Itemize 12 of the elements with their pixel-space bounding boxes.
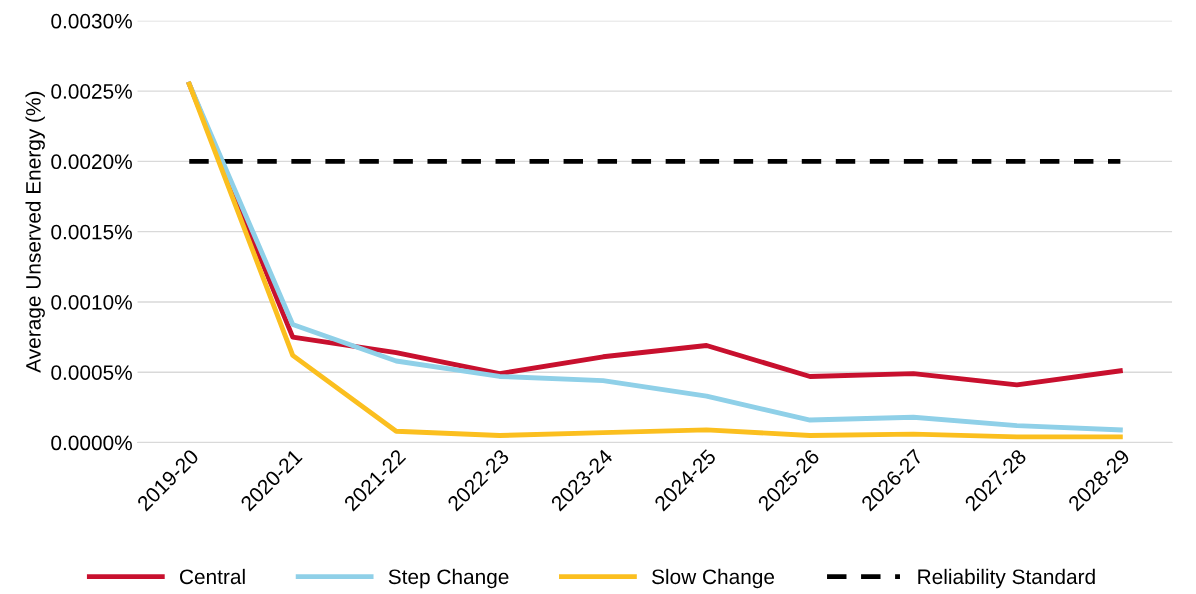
legend-label: Reliability Standard bbox=[918, 568, 1095, 589]
legend-label: Slow Change bbox=[651, 568, 775, 589]
y-tick-label: 0.0030% bbox=[51, 13, 132, 29]
y-tick-label: 0.0020% bbox=[51, 154, 132, 170]
y-tick-label: 0.0015% bbox=[51, 224, 132, 240]
y-tick-label: 0.0025% bbox=[51, 84, 132, 99]
y-tick-label: 0.0010% bbox=[51, 294, 132, 310]
legend-label: Central bbox=[180, 568, 245, 585]
y-tick-label: 0.0000% bbox=[51, 435, 132, 451]
y-axis-title: Average Unserved Energy (%) bbox=[25, 91, 45, 373]
legend-label: Step Change bbox=[388, 568, 509, 589]
y-tick-label: 0.0005% bbox=[51, 365, 132, 380]
